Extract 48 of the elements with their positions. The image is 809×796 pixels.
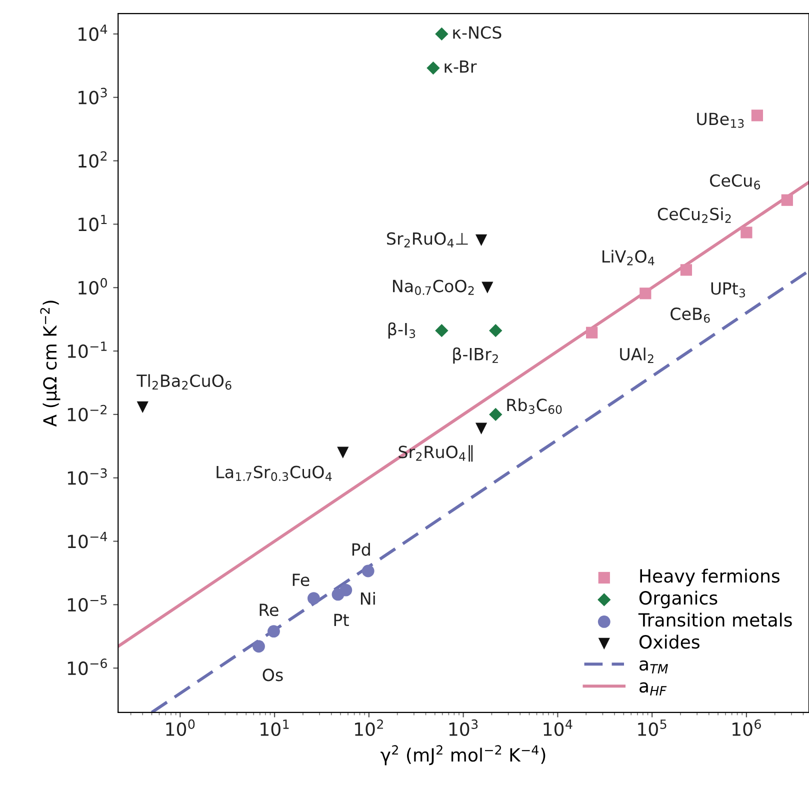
text: γ$^{2}$ (mJ$^{2}$ mol$^{−2}$ K$^{−4}$) bbox=[380, 745, 546, 766]
annotation: UAl$_{2}$ bbox=[620, 348, 654, 363]
legend-label: Organics bbox=[639, 590, 718, 608]
annotation: β-I$_{3}$ bbox=[388, 322, 416, 339]
y-tick-label: 10$^{−3}$ bbox=[68, 468, 107, 485]
y-tick-label: 10$^{−6}$ bbox=[68, 658, 107, 676]
y-tick-label: 10$^{4}$ bbox=[78, 24, 108, 41]
x-tick-label: 10$^{4}$ bbox=[544, 720, 572, 736]
y-tick-label: 10$^{0}$ bbox=[78, 278, 107, 295]
y-tick-label: 10$^{−1}$ bbox=[68, 342, 107, 358]
annotation: La$_{1.7}$Sr$_{0.3}$CuO$_{4}$ bbox=[216, 466, 332, 481]
annotation: CeB$_{6}$ bbox=[670, 308, 710, 323]
annotation: Os bbox=[262, 668, 283, 682]
annotation: Sr$_{2}$RuO$_{4}$⊥ bbox=[387, 232, 468, 248]
y-axis-title: A (μΩ cm K$^{−2}$) bbox=[40, 300, 60, 427]
y-tick-label: 10$^{−2}$ bbox=[68, 404, 106, 422]
annotation: Re bbox=[260, 604, 278, 616]
legend-label: Transition metals bbox=[638, 612, 792, 627]
annotation: κ-NCS bbox=[453, 26, 502, 39]
x-tick-label: 10$^{0}$ bbox=[166, 719, 195, 736]
x-tick-label: 10$^{1}$ bbox=[260, 720, 289, 736]
x-tick-label: 10$^{2}$ bbox=[355, 719, 383, 736]
y-tick-label: 10$^{1}$ bbox=[78, 214, 107, 232]
annotation: CeCu$_{6}$ bbox=[710, 174, 760, 190]
legend-label: a$_{HF}$ bbox=[640, 682, 667, 696]
annotation: Tl$_{2}$Ba$_{2}$CuO$_{6}$ bbox=[136, 374, 232, 390]
x-tick-label: 10$^{3}$ bbox=[449, 719, 478, 736]
x-tick-label: 10$^{5}$ bbox=[638, 720, 666, 736]
annotation: Fe bbox=[292, 574, 310, 586]
legend-label: Oxides bbox=[639, 634, 700, 649]
y-tick-label: 10$^{−4}$ bbox=[68, 532, 108, 548]
y-tick-label: 10$^{2}$ bbox=[78, 151, 107, 168]
annotation: LiV$_{2}$O$_{4}$ bbox=[602, 250, 654, 266]
annotation: UBe$_{13}$ bbox=[697, 112, 744, 128]
annotation: Na$_{0.7}$CoO$_{2}$ bbox=[393, 280, 474, 295]
annotation: β-IBr$_{2}$ bbox=[453, 347, 498, 364]
annotation: Rb$_{3}$C$_{60}$ bbox=[507, 398, 562, 414]
annotation: Pt bbox=[334, 614, 349, 626]
y-tick-label: 10$^{−5}$ bbox=[68, 595, 107, 612]
y-tick-label: 10$^{3}$ bbox=[78, 88, 107, 104]
annotation: κ-Br bbox=[444, 60, 477, 73]
legend-label: a$_{TM}$ bbox=[640, 660, 668, 674]
annotation: Ni bbox=[360, 592, 375, 605]
x-tick-label: 10$^{6}$ bbox=[732, 719, 761, 736]
annotation: UPt$_{3}$ bbox=[711, 282, 746, 298]
annotation: Pd bbox=[352, 542, 370, 556]
annotation: CeCu$_{2}$Si$_{2}$ bbox=[658, 207, 731, 223]
legend-label: Heavy fermions bbox=[640, 568, 780, 586]
